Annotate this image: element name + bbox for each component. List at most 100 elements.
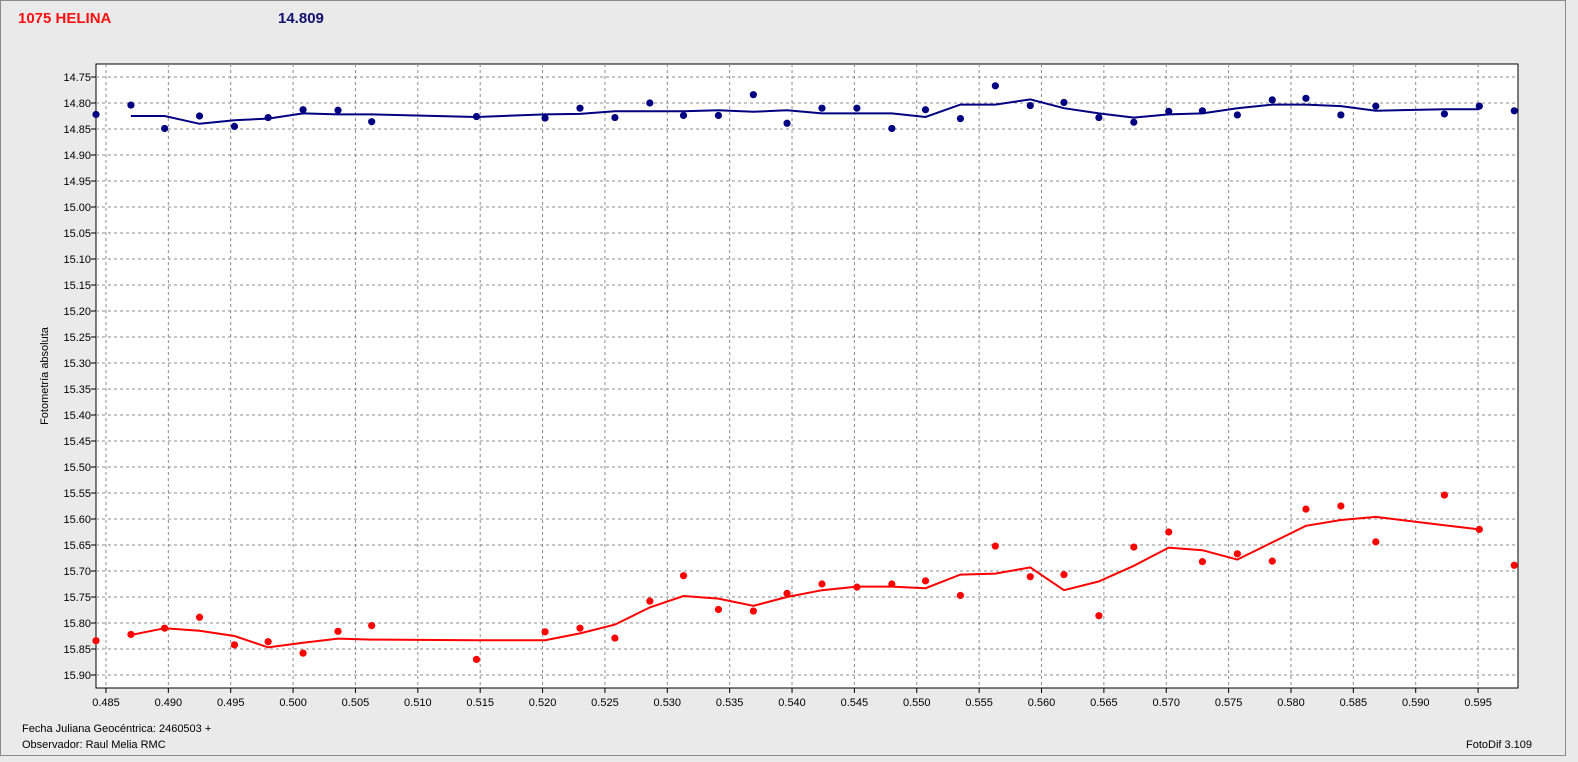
y-tick-label: 15.20 (63, 306, 91, 318)
series-2-point (1440, 491, 1449, 499)
series-1-point (334, 106, 342, 114)
y-tick-label: 15.70 (63, 566, 91, 578)
series-2-fit-line (130, 515, 1480, 649)
series-1-point (783, 119, 791, 127)
series-2-point (1302, 505, 1310, 513)
y-tick-label: 15.25 (63, 332, 91, 344)
series-1-point (646, 99, 654, 107)
series-1-point (127, 101, 135, 109)
series-2-point (991, 542, 999, 550)
y-tick-label: 14.90 (63, 150, 91, 162)
y-tick-label: 15.05 (63, 228, 91, 240)
series-1-point (818, 104, 826, 112)
series-2-point (334, 627, 342, 635)
asteroid-title: 1075 HELINA (18, 10, 112, 27)
y-tick-label: 14.75 (63, 72, 91, 84)
y-tick-label: 15.65 (63, 540, 91, 552)
series-2-point (956, 591, 965, 600)
series-2-point (368, 622, 376, 630)
series-1-point (1165, 107, 1173, 115)
series-2-point (818, 580, 826, 588)
x-tick-label: 0.545 (841, 697, 869, 709)
y-axis: 14.75 14.80 14.85 14.90 14.95 15.00 15.05 15.10… (63, 72, 96, 682)
series-2-point (679, 572, 688, 580)
series-1-point (1060, 98, 1068, 107)
x-tick-label: 0.510 (404, 697, 432, 709)
series-1-point (472, 112, 481, 121)
x-tick-label: 0.500 (279, 697, 307, 709)
x-tick-label: 0.490 (155, 697, 183, 709)
y-tick-label: 15.00 (63, 202, 91, 214)
series-1-point (1372, 102, 1380, 110)
series-2-point (92, 637, 100, 645)
series-2-point (1233, 550, 1241, 558)
x-axis: 0.485 0.490 0.495 0.500 0.505 0.510 0.515 0.520… (92, 688, 1492, 709)
series-1-point (1440, 110, 1449, 118)
x-tick-label: 0.540 (778, 697, 806, 709)
y-tick-label: 14.95 (63, 176, 91, 188)
mean-magnitude: 14.809 (278, 10, 324, 27)
series-2-point (1510, 561, 1518, 569)
series-2-point (1268, 557, 1276, 565)
x-tick-label: 0.485 (92, 697, 120, 709)
x-tick-label: 0.515 (466, 697, 494, 709)
series-1-point (1130, 118, 1138, 126)
y-tick-label: 15.85 (63, 644, 91, 656)
x-tick-label: 0.575 (1215, 697, 1243, 709)
series-1-point (1510, 107, 1518, 115)
series-2-point (1095, 612, 1103, 620)
series-1-point (230, 122, 239, 130)
series-1-point (1475, 102, 1483, 110)
series-1-point (541, 114, 549, 122)
series-1-point (368, 118, 376, 126)
series-2-point (1337, 502, 1345, 510)
data-series (92, 82, 1518, 664)
series-2-point (541, 628, 549, 636)
series-2-point (161, 624, 169, 632)
x-tick-label: 0.505 (342, 697, 370, 709)
series-1-point (714, 111, 723, 120)
x-tick-label: 0.535 (716, 697, 744, 709)
y-tick-label: 15.15 (63, 280, 91, 292)
y-axis-label: Fotometría absoluta (39, 326, 51, 425)
series-2-point (230, 641, 239, 649)
series-2-point (611, 634, 619, 642)
series-1-point (92, 110, 100, 119)
series-1-point (888, 124, 896, 133)
plot-area (95, 63, 1519, 689)
x-tick-label: 0.550 (903, 697, 931, 709)
x-tick-label: 0.595 (1464, 697, 1492, 709)
x-tick-label: 0.570 (1152, 697, 1180, 709)
series-2-point (888, 580, 896, 588)
series-1-point (1337, 111, 1345, 119)
series-2-point (646, 597, 654, 605)
y-tick-label: 15.90 (63, 670, 91, 682)
series-2-point (299, 649, 307, 657)
series-2-point (472, 655, 481, 664)
series-1-point (195, 112, 204, 120)
series-1-point (611, 113, 619, 122)
series-2-point (1060, 571, 1068, 579)
series-2-point (1475, 525, 1483, 534)
series-1-point (1233, 111, 1241, 119)
x-tick-label: 0.495 (217, 697, 245, 709)
y-tick-label: 14.80 (63, 98, 91, 110)
series-1-point (853, 104, 861, 112)
series-1-point (1095, 113, 1103, 122)
series-1-point (299, 106, 307, 114)
x-tick-label: 0.520 (529, 697, 557, 709)
y-tick-label: 14.85 (63, 124, 91, 136)
y-tick-label: 15.30 (63, 358, 91, 370)
series-2-point (127, 630, 135, 639)
y-tick-label: 15.80 (63, 618, 91, 630)
series-2-point (783, 589, 791, 597)
series-1-point (1026, 102, 1034, 110)
series-1-point (576, 104, 584, 112)
y-tick-label: 15.75 (63, 592, 91, 604)
series-2-point (1372, 538, 1380, 546)
series-2-point (195, 613, 204, 621)
series-1-point (749, 91, 757, 99)
x-tick-label: 0.590 (1402, 697, 1430, 709)
julian-date-label: Fecha Juliana Geocéntrica: 2460503 + (22, 723, 212, 735)
